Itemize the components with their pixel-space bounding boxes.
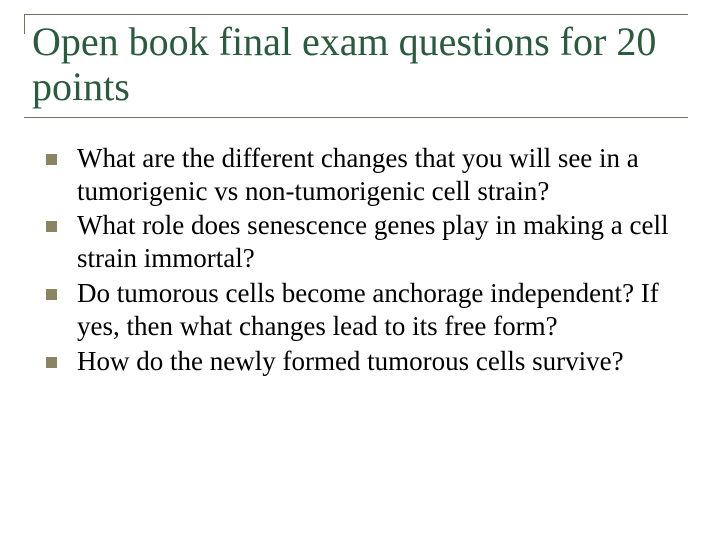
bullet-text: Do tumorous cells become anchorage indep…: [77, 277, 682, 343]
slide-title: Open book final exam questions for 20 po…: [28, 14, 692, 114]
square-bullet-icon: [46, 289, 57, 300]
square-bullet-icon: [46, 221, 57, 232]
slide-body: What are the different changes that you …: [28, 136, 692, 379]
bullet-text: How do the newly formed tumorous cells s…: [77, 345, 624, 378]
list-item: How do the newly formed tumorous cells s…: [46, 345, 682, 378]
list-item: Do tumorous cells become anchorage indep…: [46, 277, 682, 343]
title-rule-top: [24, 14, 688, 15]
title-rule-left: [24, 14, 25, 34]
list-item: What role does senescence genes play in …: [46, 209, 682, 275]
square-bullet-icon: [46, 154, 57, 165]
title-region: Open book final exam questions for 20 po…: [28, 14, 692, 114]
bullet-text: What are the different changes that you …: [77, 142, 682, 208]
square-bullet-icon: [46, 357, 57, 368]
list-item: What are the different changes that you …: [46, 142, 682, 208]
bullet-text: What role does senescence genes play in …: [77, 209, 682, 275]
title-rule-bottom: [24, 117, 688, 118]
slide: Open book final exam questions for 20 po…: [0, 0, 720, 540]
